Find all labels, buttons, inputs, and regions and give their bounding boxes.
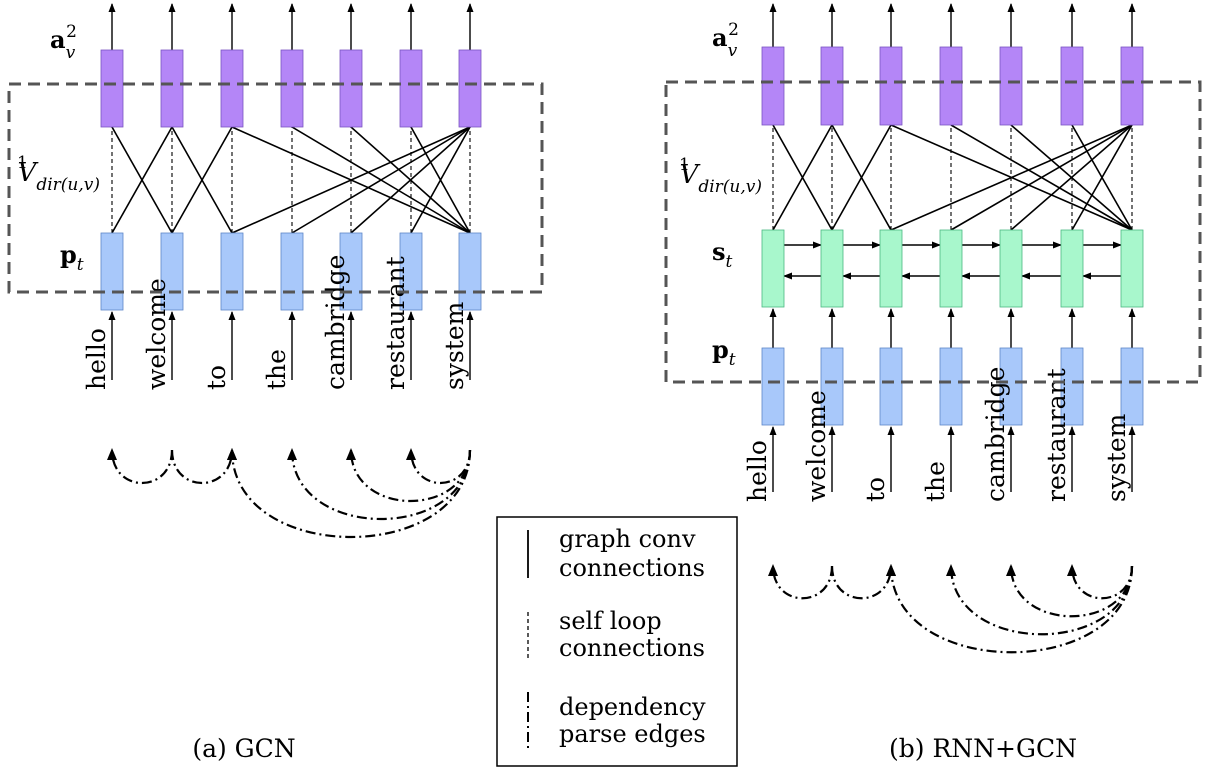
s-t-label: st [712,237,733,272]
gcn-edges [111,126,471,234]
v-dir-label: Vdir(u,v)1 [17,153,100,195]
gcn-output-node-welcome [160,49,184,128]
gcn-input-node-the [280,232,304,311]
gcn-input-node-to [220,232,244,311]
rnn-gcn-rnn-node-cambridge [999,229,1023,308]
rnn-gcn-dependency-arc [1006,564,1134,618]
rnn-gcn-output-node-to [879,46,903,126]
gcn-word-restaurant: restaurant [381,256,410,390]
gcn-word-system: system [440,301,469,390]
rnn-gcn-rnn-node-restaurant [1060,229,1084,308]
gcn-word-cambridge: cambridge [321,255,350,390]
legend-self-loop-line1: self loop [559,607,662,635]
gcn-graph-conv-edge [410,126,471,234]
rnn-gcn-input-node-hello [761,347,785,426]
gcn-word-the: the [262,349,291,390]
legend-dependency-line1: dependency [559,693,706,721]
gcn-output-node-the [280,49,304,128]
rnn-gcn-output-node-welcome [820,46,844,126]
rnn-gcn-input-node-restaurant [1060,347,1084,426]
caption-gcn: (a) GCN [192,734,295,763]
rnn-gcn-dependency-arc [1067,564,1134,600]
rnn-gcn-graph-conv-edge [831,124,892,231]
p-t-label: pt [60,240,84,275]
gcn-graph-conv-edge [171,126,233,234]
rnn-gcn-rnn-node-welcome [820,229,844,308]
legend-dependency-line2: parse edges [559,720,706,748]
legend: graph conv connections self loop connect… [496,516,738,767]
rnn-gcn-input-node-system [1120,347,1144,426]
rnn-gcn-nodes [761,3,1144,426]
gcn-nodes [100,3,482,311]
rnn-gcn-layer-box [664,80,1202,384]
rnn-gcn-rnn-node-to [879,229,903,308]
p-t-label: pt [712,335,736,370]
gcn-words: hello welcome to the cambridge restaurant syst… [82,255,474,390]
legend-self-loop-line2: connections [559,634,705,662]
rnn-gcn-dependency-arc [830,564,896,600]
gcn-output-node-to [220,49,244,128]
gcn-output-node-hello [100,49,124,128]
gcn-word-welcome: welcome [142,278,171,390]
rnn-gcn-rnn-node-the [939,229,963,308]
a-v-2-label: av2 [50,22,77,63]
rnn-gcn-output-node-hello [761,46,785,126]
rnn-gcn-word-hello: hello [743,440,772,502]
rnn-gcn-word-restaurant: restaurant [1042,368,1071,502]
gcn-output-node-system [458,49,482,128]
gcn-dependency-arc [170,448,237,484]
rnn-gcn-dependency-arc [768,564,834,600]
rnn-gcn-input-node-welcome [820,347,844,426]
rnn-gcn-output-node-restaurant [1060,46,1084,126]
legend-graph-conv-line2: connections [559,554,705,582]
panel-rnn-gcn: hello welcome to the cambridge restaurant syst… [664,3,1202,763]
gcn-dependency-arc [227,448,472,539]
gcn-dependency-arcs [107,448,472,539]
rnn-gcn-word-to: to [861,477,890,502]
rnn-gcn-dependency-arc [946,564,1134,636]
rnn-gcn-rnn-node-hello [761,229,785,308]
gcn-word-to: to [202,365,231,390]
gcn-output-node-restaurant [399,49,423,128]
rnn-gcn-word-welcome: welcome [802,390,831,502]
gcn-word-hello: hello [82,328,111,390]
gcn-input-node-hello [100,232,124,311]
gcn-graph-conv-edge [111,126,173,234]
rnn-gcn-graph-conv-edge [1071,124,1133,231]
rnn-gcn-word-cambridge: cambridge [981,367,1010,502]
a-v-2-label: av2 [712,20,739,61]
rnn-gcn-word-system: system [1102,413,1131,502]
gcn-dependency-arc [406,448,472,484]
rnn-gcn-output-node-system [1120,46,1144,126]
gcn-dependency-arc [287,448,472,521]
rnn-gcn-dependency-arc [886,564,1134,654]
gcn-output-node-cambridge [339,49,363,128]
gcn-dependency-arc [107,448,174,484]
legend-box [496,516,738,767]
rnn-gcn-edges [772,124,1133,231]
gcn-graph-conv-edge [291,126,471,234]
rnn-gcn-input-node-cambridge [999,347,1023,426]
rnn-gcn-words: hello welcome to the cambridge restaurant syst… [743,367,1136,502]
rnn-gcn-output-node-cambridge [999,46,1023,126]
legend-graph-conv-line1: graph conv [559,525,696,553]
rnn-gcn-graph-conv-edge [772,124,833,231]
rnn-gcn-graph-conv-edge [950,124,1133,231]
gcn-input-node-system [458,232,482,311]
rnn-arrows [769,241,1136,348]
gcn-layer-box [7,82,544,294]
rnn-gcn-input-node-to [879,347,903,426]
gcn-dependency-arc [346,448,472,503]
caption-rnn-gcn: (b) RNN+GCN [889,734,1077,763]
rnn-gcn-input-node-the [939,347,963,426]
rnn-gcn-rnn-node-system [1120,229,1144,308]
rnn-gcn-dependency-arcs [768,564,1134,654]
rnn-gcn-word-the: the [921,461,950,502]
panel-gcn: hello welcome to the cambridge restaurant syst… [7,3,544,763]
v-dir-label: Vdir(u,v)1 [679,155,762,197]
rnn-gcn-output-node-the [939,46,963,126]
